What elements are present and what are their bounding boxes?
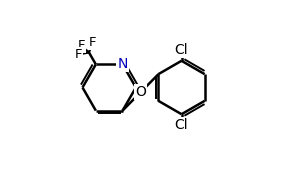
Text: N: N (117, 57, 128, 71)
Text: O: O (135, 85, 146, 99)
Text: Cl: Cl (175, 118, 188, 132)
Text: F: F (89, 36, 96, 49)
Text: F: F (75, 48, 83, 61)
Text: Cl: Cl (175, 43, 188, 57)
Text: F: F (77, 39, 85, 52)
